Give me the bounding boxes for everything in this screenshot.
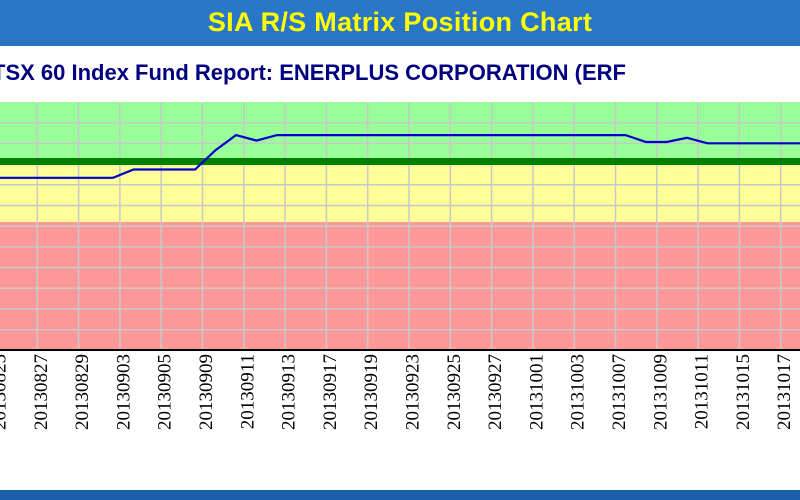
x-tick-label: 20131007 [609, 354, 630, 430]
zone-red [0, 222, 800, 350]
x-tick-label: 20131009 [650, 354, 671, 430]
x-tick-label: 20130905 [155, 354, 176, 430]
x-tick-label: 20130825 [0, 354, 11, 430]
x-tick-label: 20131001 [526, 354, 547, 430]
main-title: SIA R/S Matrix Position Chart [207, 7, 593, 37]
zone-green [0, 102, 800, 162]
x-tick-label: 20131017 [774, 354, 795, 430]
x-tick-label: 20130913 [279, 354, 300, 430]
x-tick-label: 20130917 [320, 354, 341, 430]
zone-yellow [0, 162, 800, 222]
x-tick-label: 20130911 [237, 354, 258, 429]
x-tick-label: 20130927 [485, 354, 506, 430]
tick-area-bg [0, 350, 800, 490]
bottom-bar [0, 490, 800, 500]
x-tick-label: 20130903 [113, 354, 134, 430]
x-tick-label: 20130827 [31, 354, 52, 430]
x-tick-label: 20130909 [196, 354, 217, 430]
x-tick-label: 20130829 [72, 354, 93, 430]
subtitle-bar: TSX 60 Index Fund Report: ENERPLUS CORPO… [0, 46, 800, 102]
x-tick-label: 20131003 [568, 354, 589, 430]
title-bar: SIA R/S Matrix Position Chart [0, 0, 800, 44]
x-tick-label: 20131015 [733, 354, 754, 430]
chart-title: TSX 60 Index Fund Report: ENERPLUS CORPO… [0, 60, 626, 85]
chart-area: 20130825 20130827 20130829 20130903 20130905… [0, 102, 800, 490]
x-tick-label: 20130925 [444, 354, 465, 430]
x-tick-label: 20131011 [692, 354, 713, 429]
x-tick-label: 20130919 [361, 354, 382, 430]
zone-boundary [0, 158, 800, 165]
x-tick-label: 20130923 [403, 354, 424, 430]
